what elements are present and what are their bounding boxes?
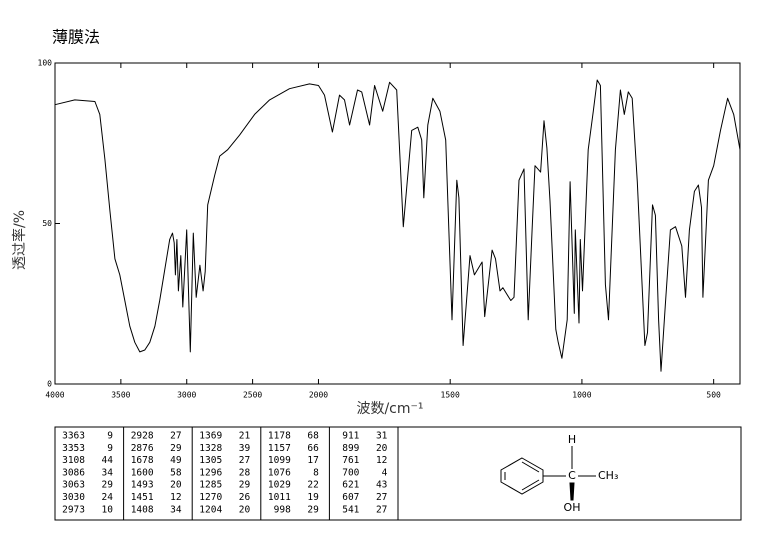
- intensity-cell: 21: [239, 431, 251, 442]
- intensity-cell: 27: [170, 431, 181, 442]
- wavenumber-cell: 1270: [199, 492, 222, 503]
- wavenumber-cell: 761: [342, 455, 359, 466]
- atom-label: CH₃: [598, 469, 618, 482]
- wavenumber-cell: 1204: [199, 504, 222, 515]
- intensity-cell: 28: [239, 467, 251, 478]
- intensity-cell: 27: [376, 492, 387, 503]
- wavenumber-cell: 607: [342, 492, 359, 503]
- wavenumber-cell: 1305: [199, 455, 222, 466]
- wavenumber-cell: 541: [342, 504, 359, 515]
- y-axis-label: 透过率/%: [11, 210, 28, 270]
- atom-label: OH: [564, 501, 581, 514]
- wavenumber-cell: 899: [342, 443, 359, 454]
- wavenumber-cell: 1076: [268, 467, 291, 478]
- x-tick-label: 2000: [309, 391, 328, 400]
- intensity-cell: 4: [382, 467, 388, 478]
- intensity-cell: 20: [239, 504, 251, 515]
- intensity-cell: 20: [376, 443, 388, 454]
- wavenumber-cell: 1451: [131, 492, 154, 503]
- wavenumber-cell: 1600: [131, 467, 154, 478]
- wavenumber-cell: 1678: [131, 455, 154, 466]
- wavenumber-cell: 3108: [62, 455, 85, 466]
- x-axis-label: 波数/cm⁻¹: [356, 401, 423, 417]
- wavenumber-cell: 1029: [268, 480, 291, 491]
- intensity-cell: 9: [107, 443, 113, 454]
- intensity-cell: 34: [102, 467, 114, 478]
- wavenumber-cell: 1328: [199, 443, 222, 454]
- intensity-cell: 66: [307, 443, 319, 454]
- spectrum-line: [54, 79, 741, 372]
- wavenumber-cell: 3086: [62, 467, 85, 478]
- intensity-cell: 39: [239, 443, 251, 454]
- wavenumber-cell: 621: [342, 480, 359, 491]
- x-tick-label: 1500: [441, 391, 460, 400]
- intensity-cell: 24: [102, 492, 114, 503]
- wavenumber-cell: 1157: [268, 443, 291, 454]
- intensity-cell: 12: [170, 492, 181, 503]
- ring-bond: [521, 461, 540, 473]
- ring: [500, 457, 544, 495]
- intensity-cell: 26: [239, 492, 251, 503]
- wavenumber-cell: 2973: [62, 504, 85, 515]
- wavenumber-cell: 1493: [131, 480, 154, 491]
- intensity-cell: 27: [376, 504, 387, 515]
- y-tick-label: 0: [47, 380, 52, 389]
- x-tick-label: 1000: [572, 391, 591, 400]
- x-tick-label: 500: [706, 391, 721, 400]
- x-tick-label: 4000: [45, 391, 64, 400]
- intensity-cell: 68: [307, 431, 319, 442]
- x-tick-label: 2500: [243, 391, 262, 400]
- benzene-ring: [500, 446, 596, 501]
- intensity-cell: 29: [170, 443, 182, 454]
- wavenumber-cell: 1296: [199, 467, 222, 478]
- intensity-cell: 17: [307, 455, 318, 466]
- intensity-cell: 29: [307, 504, 319, 515]
- intensity-cell: 27: [239, 455, 250, 466]
- wavenumber-cell: 1408: [131, 504, 154, 515]
- intensity-cell: 9: [107, 431, 113, 442]
- intensity-cell: 43: [376, 480, 387, 491]
- x-tick-label: 3500: [111, 391, 130, 400]
- intensity-cell: 49: [170, 455, 182, 466]
- page-title: 薄膜法: [52, 28, 100, 47]
- wavenumber-cell: 3030: [62, 492, 85, 503]
- ring-bond: [521, 479, 540, 491]
- wavenumber-cell: 1178: [268, 431, 291, 442]
- intensity-cell: 44: [102, 455, 114, 466]
- atom-label: C: [568, 469, 576, 482]
- y-tick-label: 100: [38, 59, 53, 68]
- intensity-cell: 29: [239, 480, 251, 491]
- wavenumber-cell: 3063: [62, 480, 85, 491]
- intensity-cell: 29: [102, 480, 114, 491]
- wavenumber-cell: 700: [342, 467, 359, 478]
- y-tick-label: 50: [42, 219, 52, 228]
- wavenumber-cell: 1011: [268, 492, 291, 503]
- wavenumber-cell: 2876: [131, 443, 154, 454]
- intensity-cell: 19: [307, 492, 319, 503]
- atom-label: H: [568, 433, 576, 446]
- x-tick-label: 3000: [177, 391, 196, 400]
- wavenumber-cell: 2928: [131, 431, 154, 442]
- intensity-cell: 8: [313, 467, 319, 478]
- intensity-cell: 34: [170, 504, 182, 515]
- wavenumber-cell: 998: [274, 504, 291, 515]
- intensity-cell: 22: [307, 480, 318, 491]
- intensity-cell: 31: [376, 431, 388, 442]
- wavenumber-cell: 3353: [62, 443, 85, 454]
- wavenumber-cell: 3363: [62, 431, 85, 442]
- intensity-cell: 20: [170, 480, 182, 491]
- wavenumber-cell: 911: [342, 431, 359, 442]
- wavenumber-cell: 1285: [199, 480, 222, 491]
- intensity-cell: 58: [170, 467, 182, 478]
- intensity-cell: 12: [376, 455, 387, 466]
- wavenumber-cell: 1099: [268, 455, 291, 466]
- wedge-bond: [569, 482, 575, 501]
- intensity-cell: 10: [102, 504, 114, 515]
- wavenumber-cell: 1369: [199, 431, 222, 442]
